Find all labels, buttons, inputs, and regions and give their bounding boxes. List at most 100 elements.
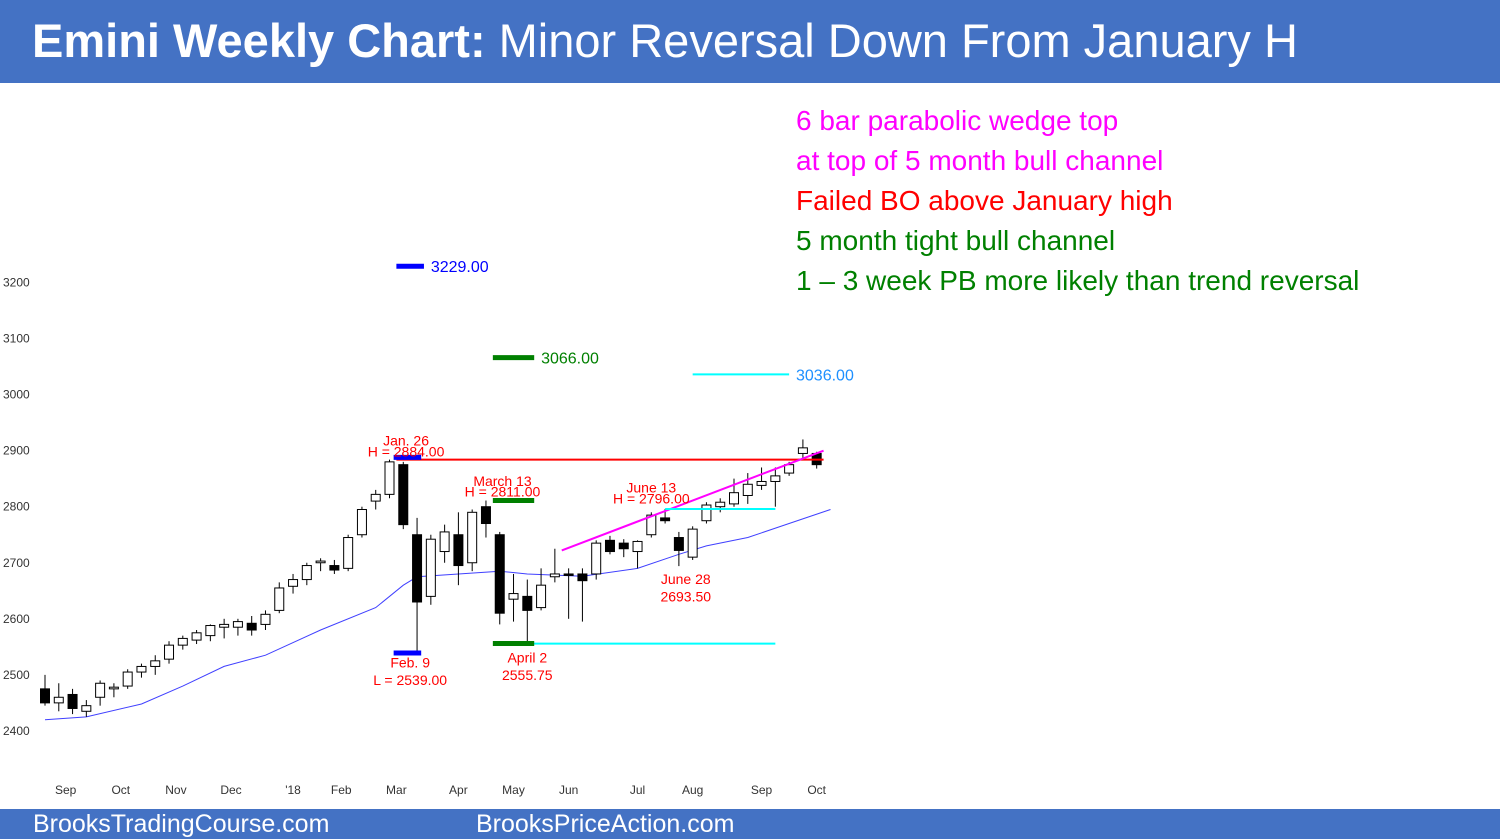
bull-candle — [53, 696, 64, 704]
bull-candle — [205, 625, 216, 637]
bull-candle — [508, 593, 519, 600]
june-13-high: H = 2796.00 — [613, 490, 690, 506]
title-bar — [0, 0, 1500, 83]
title-bold: Emini Weekly Chart: — [32, 14, 486, 67]
bull-candle — [122, 671, 133, 687]
note-pullback-likely: 1 – 3 week PB more likely than trend rev… — [796, 265, 1360, 296]
bull-candle — [646, 514, 657, 536]
bull-candle — [177, 637, 188, 646]
x-tick-label: Jul — [630, 783, 645, 797]
bull-candle — [591, 542, 602, 575]
bear-candle — [618, 542, 629, 550]
y-tick-label: 2500 — [3, 668, 30, 682]
y-tick-label: 2400 — [3, 724, 30, 738]
bear-candle — [494, 534, 505, 614]
bull-candle — [95, 682, 106, 698]
bull-candle — [687, 528, 698, 558]
chart-title: Emini Weekly Chart: Minor Reversal Down … — [32, 8, 1298, 74]
feb-9-date: Feb. 9 — [390, 655, 430, 671]
jan-26-date: Jan. 26 — [383, 433, 429, 449]
bull-candle — [150, 660, 161, 667]
bull-candle — [232, 621, 243, 628]
x-tick-label: Sep — [55, 783, 77, 797]
bear-candle — [412, 534, 423, 603]
bull-candle — [632, 540, 643, 553]
y-tick-label: 3100 — [3, 332, 30, 346]
moving-average-line — [44, 509, 831, 721]
june-13-date: June 13 — [626, 480, 676, 496]
footer-left-link[interactable]: BrooksTradingCourse.com — [33, 810, 330, 838]
x-tick-label: Aug — [682, 783, 703, 797]
bull-candle — [770, 475, 781, 482]
y-tick-label: 2600 — [3, 612, 30, 626]
bull-candle — [315, 560, 326, 564]
bull-candle — [288, 579, 299, 587]
x-tick-label: Dec — [220, 783, 241, 797]
april-2-price: 2555.75 — [502, 667, 553, 683]
bull-candle — [742, 483, 753, 496]
bull-candle — [219, 623, 230, 628]
label-3036: 3036.00 — [796, 367, 854, 384]
y-tick-label: 2900 — [3, 444, 30, 458]
bear-candle — [660, 517, 671, 522]
x-tick-label: Mar — [386, 783, 407, 797]
bull-candle — [260, 613, 271, 625]
bull-candle — [729, 492, 739, 505]
bear-candle — [604, 539, 615, 553]
y-tick-label: 2800 — [3, 500, 30, 514]
feb-9-low: L = 2539.00 — [373, 672, 447, 688]
title-rest: Minor Reversal Down From January H — [498, 14, 1298, 67]
note-tight-bull-channel: 5 month tight bull channel — [796, 225, 1116, 256]
bear-candle — [67, 693, 78, 709]
x-tick-label: Oct — [807, 783, 826, 797]
bull-candle — [701, 504, 712, 522]
june-28-price: 2693.50 — [660, 588, 711, 604]
x-tick-label: Apr — [449, 783, 468, 797]
label-3229: 3229.00 — [431, 259, 489, 276]
bull-candle — [536, 584, 547, 609]
bull-candle — [356, 509, 367, 536]
footer-right-link[interactable]: BrooksPriceAction.com — [476, 810, 735, 838]
y-tick-label: 3000 — [3, 388, 30, 402]
bull-candle — [164, 644, 175, 660]
bull-candle — [274, 587, 285, 611]
bear-candle — [40, 688, 50, 704]
x-tick-label: '18 — [285, 783, 301, 797]
bull-candle — [301, 565, 312, 581]
x-tick-label: May — [502, 783, 525, 797]
y-tick-label: 2700 — [3, 556, 30, 570]
bull-candle — [549, 573, 560, 578]
bear-candle — [453, 534, 464, 567]
jan-26-high: H = 2884.00 — [368, 443, 445, 459]
bear-candle — [563, 573, 574, 576]
bear-candle — [246, 622, 257, 631]
bull-candle — [343, 537, 354, 569]
wedge-line — [561, 449, 824, 552]
march-13-date: March 13 — [473, 473, 532, 489]
bull-candle — [756, 480, 767, 486]
bear-candle — [673, 537, 684, 551]
x-tick-label: Feb — [331, 783, 352, 797]
x-tick-label: Nov — [165, 783, 186, 797]
note-failed-breakout: Failed BO above January high — [796, 185, 1173, 216]
bull-candle — [370, 493, 381, 502]
label-3066: 3066.00 — [541, 351, 599, 368]
bear-candle — [329, 565, 340, 571]
bull-candle — [425, 538, 436, 597]
bull-candle — [797, 447, 808, 454]
bear-candle — [577, 573, 588, 582]
x-tick-label: Jun — [559, 783, 578, 797]
y-tick-label: 3200 — [3, 276, 30, 290]
june-28-date: June 28 — [661, 571, 711, 587]
footer-bar — [0, 809, 1500, 839]
bull-candle — [467, 511, 478, 564]
note-bull-channel-top: at top of 5 month bull channel — [796, 145, 1164, 176]
bull-candle — [108, 686, 119, 690]
bear-candle — [480, 506, 491, 525]
x-tick-label: Oct — [111, 783, 130, 797]
bear-candle — [522, 595, 533, 611]
bull-candle — [439, 531, 450, 553]
april-2-date: April 2 — [507, 650, 547, 666]
bull-candle — [384, 461, 395, 495]
